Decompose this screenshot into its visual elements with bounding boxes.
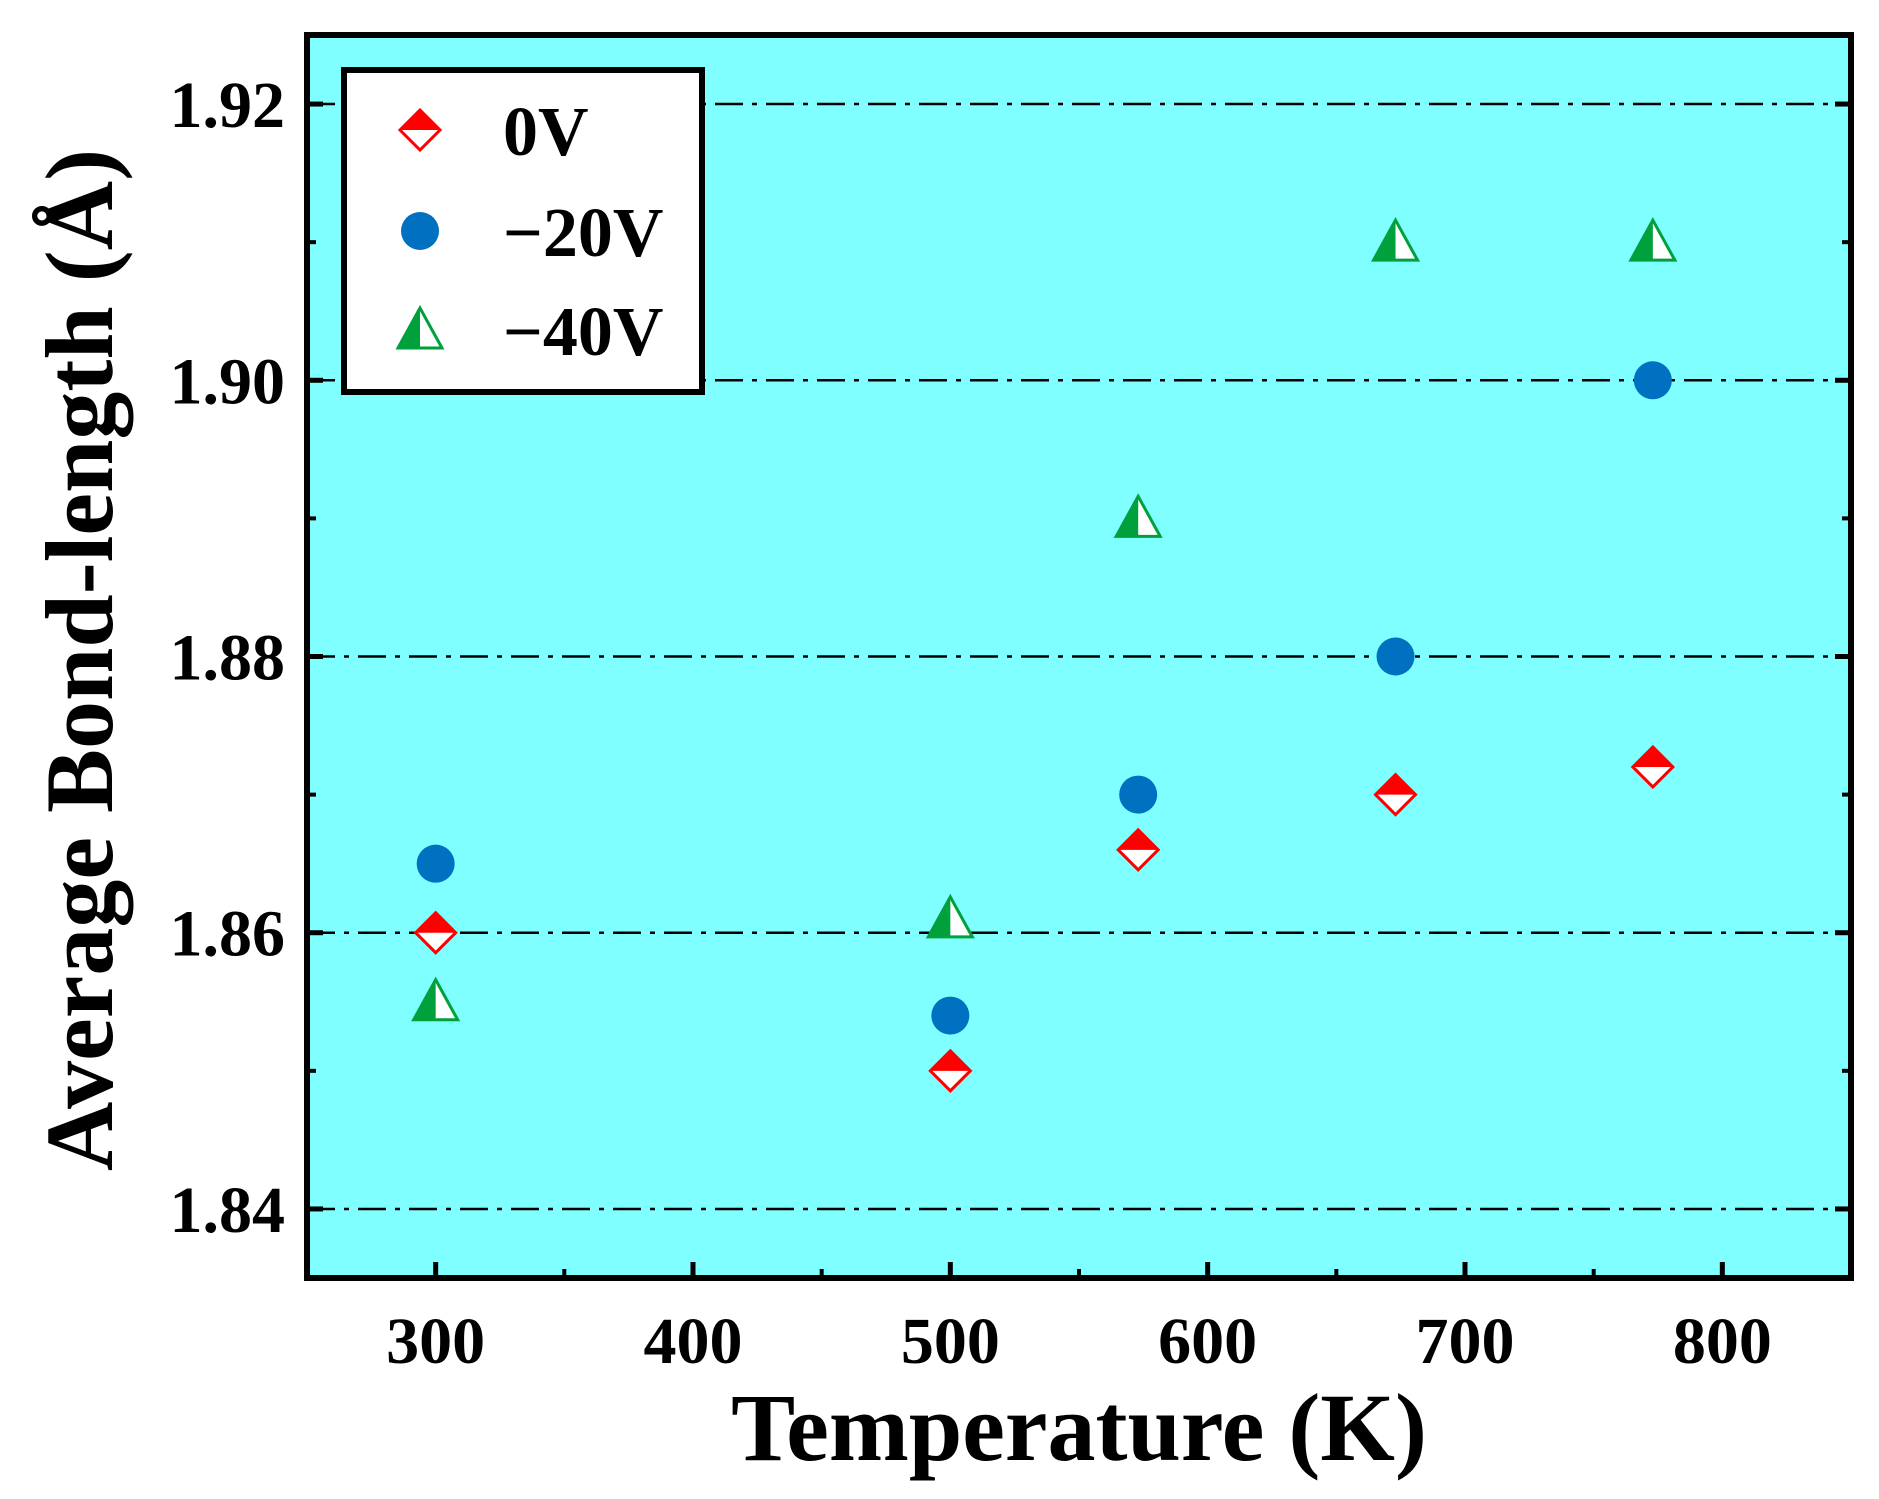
legend: 0V −20V −40V xyxy=(341,67,705,395)
y-tick-labels: 1.84 1.86 1.88 1.90 1.92 xyxy=(170,69,286,1247)
marker-triangle-left-half xyxy=(1116,496,1139,537)
data-point xyxy=(1116,827,1161,872)
data-points xyxy=(411,217,1678,1093)
data-point xyxy=(931,996,970,1035)
legend-label: −20V xyxy=(503,195,663,272)
data-point xyxy=(411,976,461,1022)
series-diamond xyxy=(413,744,1675,1093)
marker-triangle-left-half xyxy=(928,896,951,937)
data-point xyxy=(1119,775,1158,814)
marker-circle xyxy=(1376,637,1415,676)
marker-diamond-top-half xyxy=(930,1050,971,1071)
series-triangle xyxy=(411,217,1678,1022)
data-point xyxy=(1628,217,1678,262)
marker-diamond-top-half xyxy=(1118,829,1159,850)
legend-items: 0V −20V −40V xyxy=(395,94,663,371)
y-axis-title: Average Bond-length (Å) xyxy=(26,149,133,1171)
data-point xyxy=(925,893,975,939)
y-tick-label: 1.90 xyxy=(170,345,286,418)
data-point xyxy=(1113,493,1163,538)
marker-triangle-left-half xyxy=(1630,220,1653,261)
data-point xyxy=(413,910,458,955)
series-circle xyxy=(416,361,1672,1035)
legend-marker xyxy=(401,212,439,250)
x-tick-label: 300 xyxy=(386,1305,485,1378)
y-tick-label: 1.86 xyxy=(170,898,286,971)
data-point xyxy=(416,844,455,883)
data-point xyxy=(1630,744,1675,790)
data-point xyxy=(1376,637,1415,676)
marker-circle xyxy=(1119,775,1158,814)
y-tick-label: 1.92 xyxy=(170,69,286,142)
marker-circle xyxy=(931,996,970,1035)
x-tick-label: 500 xyxy=(901,1305,1000,1378)
data-point xyxy=(1370,217,1421,262)
plot-frame xyxy=(304,32,1854,1281)
marker-diamond-top-half xyxy=(1632,746,1673,767)
marker-triangle-left-half xyxy=(413,979,436,1020)
y-tick-label: 1.84 xyxy=(170,1174,286,1247)
x-tick-label: 400 xyxy=(644,1305,743,1378)
legend-marker xyxy=(397,107,443,153)
marker-triangle-left-half xyxy=(1373,220,1396,261)
legend-label: −40V xyxy=(503,294,663,371)
x-tick-label: 700 xyxy=(1416,1305,1515,1378)
x-tick-labels: 300 400 500 600 700 800 xyxy=(386,1305,1772,1378)
marker-circle xyxy=(401,212,439,250)
marker-diamond-top-half xyxy=(400,110,440,130)
marker-circle xyxy=(1633,361,1672,400)
data-point xyxy=(1633,361,1672,400)
marker-diamond-top-half xyxy=(415,912,456,933)
legend-label: 0V xyxy=(503,94,589,171)
marker-circle xyxy=(416,844,455,883)
x-tick-label: 800 xyxy=(1673,1305,1772,1378)
x-tick-label: 600 xyxy=(1158,1305,1257,1378)
marker-diamond-top-half xyxy=(1375,774,1416,795)
y-tick-label: 1.88 xyxy=(170,622,286,695)
data-point xyxy=(928,1048,973,1093)
marker-triangle-left-half xyxy=(398,308,420,348)
x-axis-title: Temperature (K) xyxy=(731,1374,1427,1481)
legend-marker xyxy=(395,304,445,350)
data-point xyxy=(1373,772,1418,817)
